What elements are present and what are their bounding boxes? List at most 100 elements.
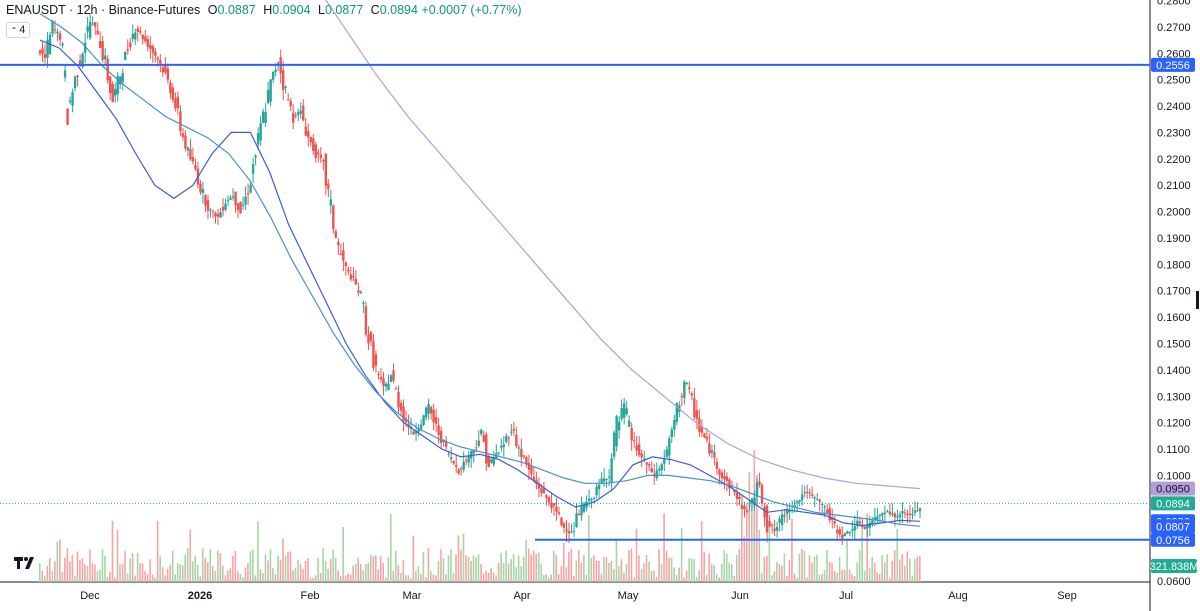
volume-bar	[69, 561, 71, 582]
volume-bar	[873, 562, 876, 582]
volume-bar	[116, 529, 119, 582]
candle-body	[650, 468, 653, 473]
volume-bar	[487, 572, 490, 582]
volume-bar	[66, 548, 69, 582]
plot-area[interactable]	[0, 0, 1150, 582]
candle-body	[43, 54, 47, 59]
volume-bar	[379, 556, 382, 582]
volume-bar	[858, 549, 861, 582]
volume-bar	[344, 575, 347, 582]
volume-bar	[272, 567, 274, 582]
high-value: 0.0904	[272, 3, 311, 17]
candle-body	[908, 513, 912, 515]
candle-body	[803, 492, 806, 494]
volume-bar	[813, 556, 816, 582]
volume-bar	[154, 577, 156, 582]
candle-body	[66, 108, 69, 125]
volume-bar	[196, 564, 199, 582]
volume-bar	[560, 566, 563, 582]
candle-body	[462, 461, 465, 470]
volume-bar	[217, 550, 219, 582]
volume-bar	[708, 553, 711, 582]
candle-body	[472, 449, 475, 454]
volume-bar	[510, 558, 512, 582]
volume-badge	[1151, 559, 1197, 573]
candle-body	[108, 76, 112, 94]
candle-body	[557, 512, 561, 514]
volume-bar	[705, 574, 708, 582]
volume-bar	[562, 542, 565, 582]
volume-bar	[743, 536, 746, 582]
volume-bar	[811, 562, 813, 582]
close-value: 0.0894	[379, 3, 418, 17]
time-tick-label: Feb	[301, 590, 320, 602]
indicators-toggle[interactable]: ⌃ 4	[6, 22, 30, 38]
volume-bar	[149, 559, 151, 582]
candle-body	[297, 112, 300, 115]
volume-bar	[868, 568, 871, 582]
candle-body	[216, 214, 220, 217]
symbol-label[interactable]: ENAUSDT · 12h · Binance-Futures	[6, 3, 201, 17]
candle-body	[444, 440, 448, 447]
candle-body	[452, 461, 455, 464]
volume-bar	[683, 577, 685, 582]
volume-bar	[124, 551, 126, 582]
price-badge	[1151, 57, 1195, 72]
volume-bar	[821, 573, 823, 582]
volume-bar	[720, 563, 723, 582]
volume-bar	[337, 570, 339, 582]
volume-bar	[542, 575, 545, 582]
volume-bar	[710, 564, 713, 582]
candle-body	[826, 509, 829, 514]
volume-bar	[638, 555, 640, 582]
volume-bar	[680, 527, 683, 582]
candle-body	[517, 447, 521, 449]
candle-body	[720, 472, 724, 479]
volume-bar	[222, 565, 224, 582]
volume-bar	[179, 564, 181, 582]
price-badge	[1151, 532, 1195, 547]
candle-body	[241, 204, 245, 206]
candle-body	[665, 449, 668, 458]
volume-bar	[46, 565, 49, 582]
volume-bar	[768, 520, 771, 582]
candle-body	[530, 466, 533, 474]
candle-body	[715, 461, 719, 469]
candle-body	[522, 455, 526, 457]
candle-body	[617, 421, 621, 431]
candle-body	[98, 41, 102, 48]
price-scale-handle[interactable]	[1196, 291, 1199, 309]
candle-body	[139, 30, 142, 33]
volume-bar	[392, 571, 395, 582]
candle-body	[284, 86, 287, 88]
candle-body	[312, 138, 315, 151]
volume-bar	[608, 562, 610, 582]
volume-bar	[339, 576, 342, 582]
volume-bar	[796, 577, 798, 582]
volume-bar	[537, 552, 540, 582]
volume-bar	[304, 560, 307, 582]
volume-bar	[512, 554, 515, 582]
candle-body	[41, 48, 44, 55]
candle-body	[640, 453, 643, 458]
volume-bar	[866, 513, 868, 582]
candle-body	[221, 206, 225, 211]
candle-body	[838, 529, 841, 535]
volume-bar	[618, 565, 620, 582]
candle-body	[289, 100, 292, 107]
volume-bar	[700, 520, 703, 582]
tradingview-logo-icon[interactable]	[14, 555, 36, 571]
volume-bar	[151, 574, 154, 582]
volume-bar	[690, 558, 693, 582]
volume-bar	[763, 557, 766, 582]
candle-body	[873, 517, 877, 520]
volume-bar	[761, 572, 763, 582]
candle-body	[800, 494, 804, 501]
volume-bar	[400, 572, 402, 582]
candle-body	[635, 445, 638, 451]
volume-bar	[725, 553, 728, 582]
candle-body	[577, 513, 581, 515]
price-tick-label: 0.1300	[1157, 391, 1191, 403]
volume-bar	[480, 563, 482, 582]
